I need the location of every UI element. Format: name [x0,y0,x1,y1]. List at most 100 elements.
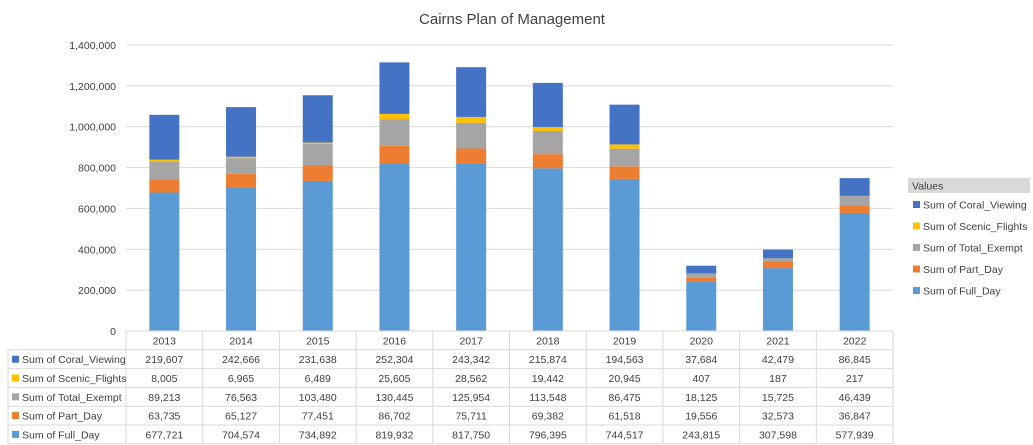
table-cell-value: 819,932 [375,429,413,441]
bar-segment [686,277,717,282]
bar-segment [226,107,257,157]
table-cell-value: 734,892 [299,429,337,441]
legend-swatch [913,244,920,251]
category-label: 2013 [153,336,177,348]
table-cell-value: 86,702 [378,411,410,423]
category-label: 2015 [306,336,330,348]
table-cell-value: 69,382 [532,411,564,423]
table-cell-value: 86,845 [839,354,871,366]
bar-segment [532,126,563,131]
table-cell-value: 744,517 [606,429,644,441]
table-cell-value: 20,945 [608,373,640,385]
table-cell-value: 37,684 [685,354,717,366]
y-tick-label: 200,000 [78,285,116,297]
bar-segment [532,130,563,155]
series-row-label: Sum of Part_Day [22,411,103,423]
table-cell-value: 65,127 [225,411,257,423]
bar-segment [456,67,487,117]
table-cell-value: 46,439 [839,392,871,404]
bar-segment [609,166,640,179]
table-cell-value: 18,125 [685,392,717,404]
y-tick-label: 600,000 [78,203,116,215]
category-label: 2017 [459,336,483,348]
legend-swatch [913,287,920,294]
legend-title: Values [912,181,943,193]
bar-segment [686,265,717,274]
legend-entry: Sum of Full_Day [923,286,1001,298]
legend-entry: Sum of Scenic_Flights [923,221,1027,233]
legend-swatch [913,222,920,230]
bar-segment [302,180,333,331]
legend-entry: Sum of Part_Day [923,264,1004,276]
bar-segment [839,178,870,196]
table-cell-value: 243,815 [682,429,720,441]
bar-segment [226,156,257,159]
table-cell-value: 77,451 [302,411,334,423]
table-cell-value: 125,954 [452,392,490,404]
bar-segment [839,195,870,206]
bar-segment [532,154,563,169]
table-cell-value: 28,562 [455,373,487,385]
table-cell-value: 704,574 [222,429,260,441]
bar-segment [762,261,793,269]
bar-segment [226,187,257,331]
y-tick-label: 0 [110,326,116,338]
bar-segment [686,281,717,331]
table-cell-value: 86,475 [608,392,640,404]
y-tick-label: 1,400,000 [69,40,116,52]
table-cell-value: 194,563 [606,354,644,366]
bar-segment [456,116,487,123]
y-tick-label: 1,000,000 [69,122,116,134]
data-table: 2013 2014 2015 2016 2017 2018 2019 2020 2021 2022… [7,330,894,445]
table-cell-value: 25,605 [378,373,410,385]
table-cell-value: 243,342 [452,354,490,366]
bar-segment [302,142,333,144]
category-label: 2019 [613,336,637,348]
category-label: 2021 [766,336,790,348]
bar-segment [379,62,410,114]
table-cell-value: 796,395 [529,429,567,441]
series-row-label: Sum of Scenic_Flights [22,373,126,385]
category-label: 2022 [843,336,867,348]
series-row-label: Sum of Full_Day [22,429,100,441]
table-cell-value: 407 [692,373,710,385]
legend: Values Sum of Coral_Viewing Sum of Scenic… [908,178,1030,298]
bar-segment [226,158,257,174]
bar-segment [762,249,793,259]
bar-segment [532,168,563,331]
bar-segment [149,114,180,160]
table-cell-value: 32,573 [762,411,794,423]
bar-segment [609,148,640,167]
bar-segment [379,163,410,331]
table-cell-value: 577,939 [836,429,874,441]
bar-segment [456,122,487,149]
series-row-label: Sum of Coral_Viewing [22,354,126,366]
y-axis: 0 200,000 400,000 600,000 800,000 1,000,000 1,… [69,40,116,338]
category-label: 2014 [229,336,253,348]
category-label: 2020 [690,336,714,348]
legend-swatch [913,201,920,208]
table-cell-value: 76,563 [225,392,257,404]
bar-segment [379,145,410,164]
bar-segment [532,82,563,127]
bar-segment [149,161,180,180]
table-cell-value: 677,721 [145,429,183,441]
y-tick-label: 400,000 [78,244,116,256]
table-cell-value: 215,874 [529,354,567,366]
bar-segment [686,273,717,278]
table-cell-value: 103,480 [299,392,337,404]
bar-segment [226,173,257,188]
table-cell-value: 61,518 [608,411,640,423]
table-cell-value: 219,607 [145,354,183,366]
table-cell-value: 6,965 [228,373,254,385]
bar-segment [456,163,487,331]
chart-title: Cairns Plan of Management [419,11,606,28]
legend-swatch [913,265,920,273]
bar-segment [149,192,180,331]
table-cell-value: 217 [846,373,864,385]
table-cell-value: 36,847 [839,411,871,423]
series-swatch [12,393,19,401]
bar-segment [302,95,333,143]
bar-segment [302,143,333,166]
bar-segment [456,148,487,164]
